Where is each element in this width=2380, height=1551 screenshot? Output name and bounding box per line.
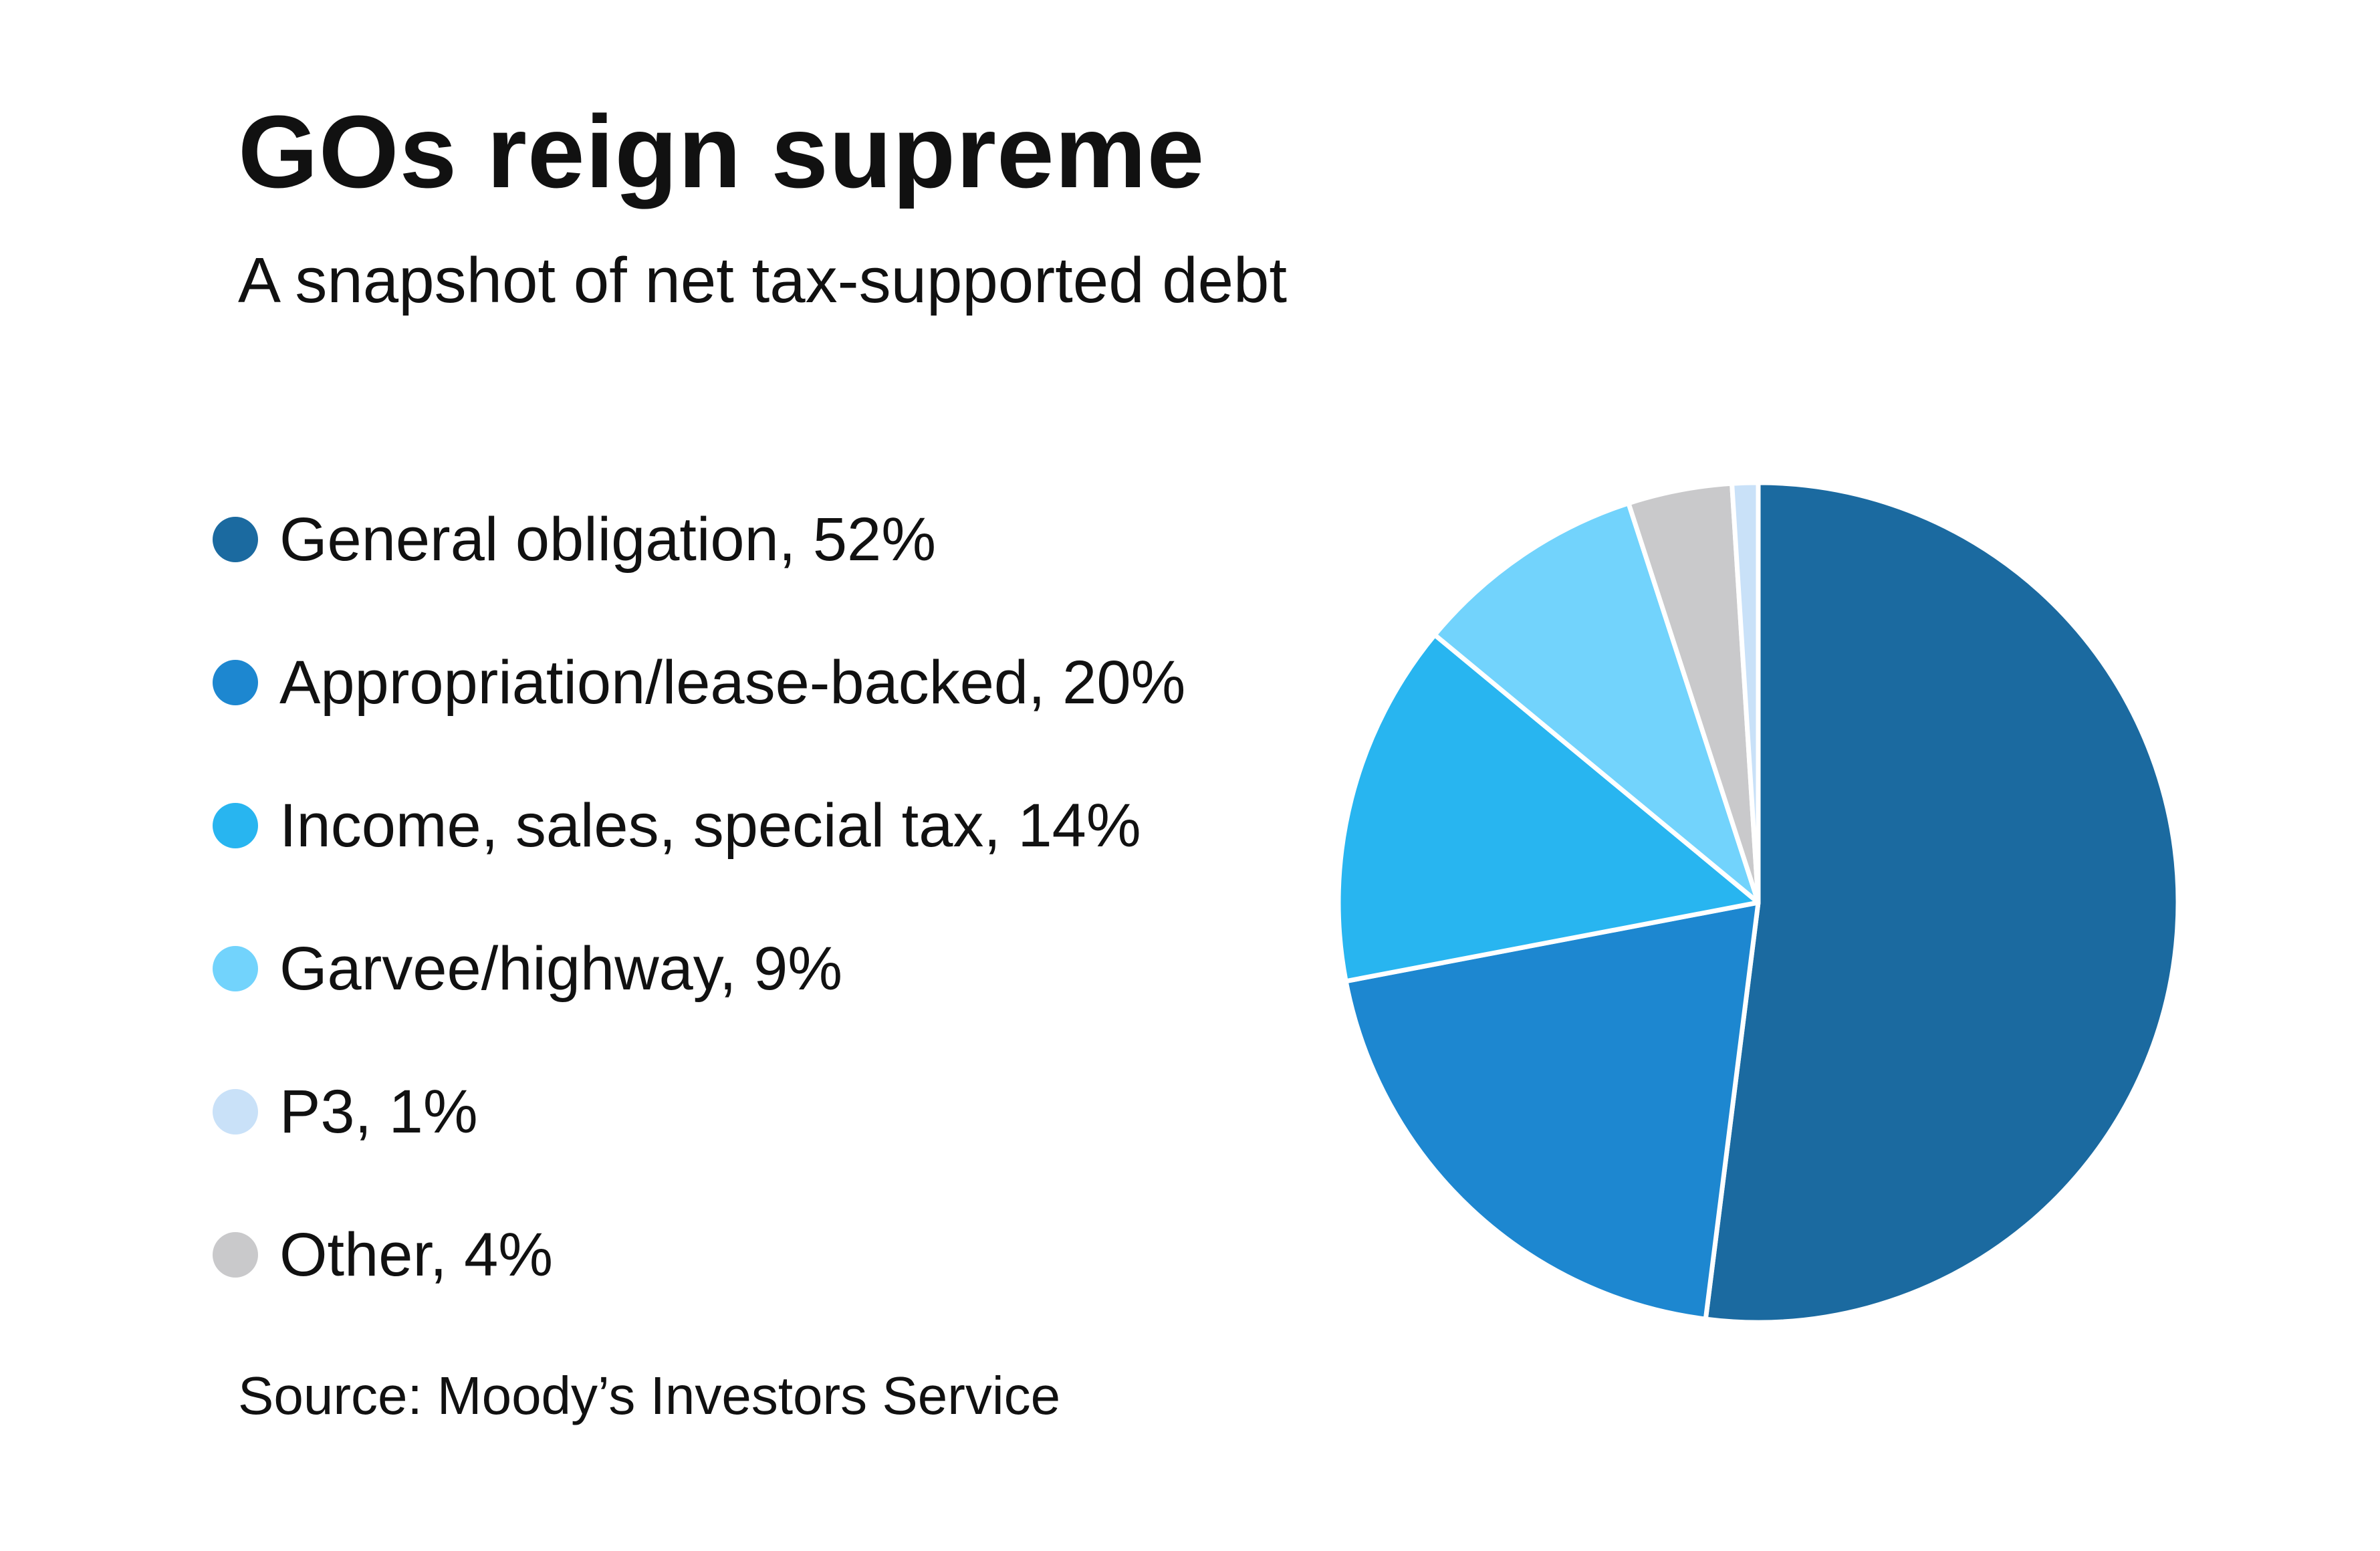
legend-label-general-obligation: General obligation, 52% (279, 505, 936, 574)
pie-chart (1336, 480, 2181, 1325)
legend-swatch-garvee-highway (213, 946, 258, 991)
legend-item-income-sales-special-tax: Income, sales, special tax, 14% (213, 754, 1185, 897)
legend-swatch-general-obligation (213, 517, 258, 562)
pie-slice-general-obligation (1703, 480, 2181, 1325)
legend-label-appropriation: Appropriation/lease-backed, 20% (279, 648, 1186, 717)
legend-item-other: Other, 4% (213, 1183, 1185, 1326)
legend-item-appropriation: Appropriation/lease-backed, 20% (213, 611, 1185, 754)
chart-subtitle: A snapshot of net tax-supported debt (238, 245, 1288, 316)
pie-slice-p3 (1730, 480, 1761, 905)
legend-swatch-p3 (213, 1089, 258, 1135)
pie-slice-appropriation-lease-backed (1343, 900, 1761, 1322)
legend-item-general-obligation: General obligation, 52% (213, 468, 1185, 611)
legend-item-p3: P3, 1% (213, 1040, 1185, 1183)
legend: General obligation, 52% Appropriation/le… (213, 468, 1185, 1326)
legend-label-p3: P3, 1% (279, 1077, 478, 1146)
pie-slice-garvee-highway (1432, 501, 1761, 905)
legend-label-income-sales-special-tax: Income, sales, special tax, 14% (279, 791, 1141, 860)
legend-item-garvee-highway: Garvee/highway, 9% (213, 897, 1185, 1040)
chart-title: GOs reign supreme (238, 94, 1205, 209)
legend-swatch-appropriation (213, 660, 258, 705)
source-note: Source: Moody’s Investors Service (238, 1366, 1061, 1425)
pie-slice-income-sales-special-tax (1336, 632, 1761, 984)
legend-label-garvee-highway: Garvee/highway, 9% (279, 934, 843, 1003)
legend-swatch-other (213, 1232, 258, 1278)
legend-label-other: Other, 4% (279, 1220, 554, 1289)
legend-swatch-income-sales-special-tax (213, 803, 258, 848)
